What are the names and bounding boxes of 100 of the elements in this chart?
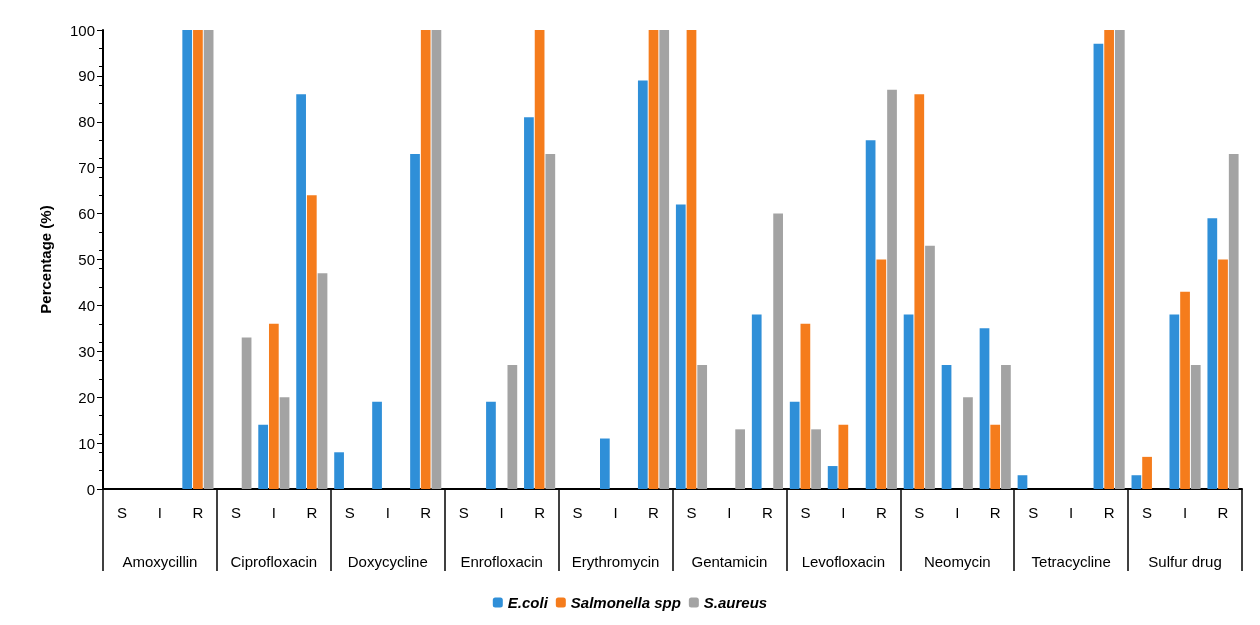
bar [751, 314, 762, 489]
bar [773, 213, 783, 489]
y-tick-label: 50 [78, 251, 95, 268]
y-tick-label: 90 [78, 67, 95, 85]
bar [789, 401, 800, 489]
x-tick-label: I [1182, 504, 1188, 521]
bar [925, 245, 935, 489]
y-tick-label: 30 [78, 342, 95, 360]
x-tick-label: S [1142, 504, 1153, 521]
text: Doxycycline [347, 553, 428, 570]
x-tick-label: S [572, 504, 583, 521]
bar [1114, 30, 1125, 489]
y-tick-label: 80 [78, 113, 95, 131]
bar [1093, 43, 1104, 489]
bar [990, 424, 1001, 489]
bar [410, 153, 420, 489]
bar [1131, 475, 1142, 489]
x-tick-label: S [344, 504, 355, 521]
x-tick-label: I [385, 504, 390, 521]
text: Sulfur drug [1148, 553, 1222, 570]
bar [486, 401, 496, 489]
x-tick-label: R [875, 504, 887, 521]
x-tick-label: I [499, 504, 504, 521]
bar [637, 80, 648, 489]
y-tick-label: 20 [78, 388, 95, 406]
bar [420, 30, 431, 489]
bar [697, 365, 708, 489]
bar [1207, 218, 1218, 489]
x-tick-label: S [458, 504, 469, 521]
text: Levofloxacin [801, 553, 886, 570]
bar [1142, 456, 1152, 489]
x-tick-label: R [648, 504, 660, 521]
x-tick-label: S [914, 504, 925, 521]
bar [258, 424, 269, 489]
bar [306, 195, 317, 489]
y-tick-label: 100 [69, 21, 95, 39]
y-tick-label: 10 [78, 434, 95, 452]
bar [317, 273, 328, 489]
text: Enrofloxacin [460, 553, 543, 570]
bar [241, 337, 252, 489]
bar [599, 438, 610, 489]
bar [1001, 365, 1011, 489]
bar [800, 323, 811, 489]
bar [1180, 291, 1190, 489]
bar [534, 30, 545, 489]
x-tick-label: I [157, 504, 163, 521]
bar [648, 30, 659, 489]
x-tick-label: R [989, 504, 1001, 521]
bar [838, 424, 849, 489]
text: Gentamicin [691, 553, 768, 570]
y-tick-label: 40 [78, 296, 95, 314]
bar [372, 401, 382, 489]
x-tick-label: I [955, 504, 960, 521]
text: Neomycin [923, 553, 991, 570]
bar [1169, 314, 1180, 489]
legend-label: S.aureus [703, 594, 768, 611]
bar [182, 30, 193, 489]
bar [675, 204, 686, 489]
x-tick-label: S [230, 504, 241, 521]
bar [963, 397, 973, 489]
bar [268, 323, 279, 489]
y-tick-label: 0 [86, 480, 95, 498]
bar [1218, 259, 1228, 489]
bar [914, 94, 925, 489]
bar [507, 365, 518, 489]
bar [1017, 475, 1028, 489]
bar [876, 259, 887, 489]
x-tick-label: I [613, 504, 618, 521]
x-tick-label: I [1069, 504, 1074, 521]
bar [431, 30, 442, 489]
bar [887, 89, 897, 489]
bar [735, 429, 746, 489]
y-tick-label: 70 [78, 159, 95, 177]
bar [827, 466, 838, 489]
x-tick-label: I [841, 504, 846, 521]
bar [1190, 365, 1201, 489]
bar [203, 30, 214, 489]
bar [811, 429, 821, 489]
x-tick-label: R [1103, 504, 1115, 521]
x-tick-label: R [534, 504, 546, 521]
bar [193, 30, 203, 489]
text: Tetracycline [1031, 553, 1111, 570]
x-tick-label: R [1217, 504, 1229, 521]
bar [903, 314, 914, 489]
bar [941, 365, 952, 489]
bar [686, 30, 697, 489]
text: Erythromycin [571, 553, 660, 570]
x-tick-label: R [306, 504, 318, 521]
bar [334, 452, 344, 489]
x-tick-label: S [800, 504, 811, 521]
x-tick-label: I [271, 504, 276, 521]
bar [524, 117, 534, 489]
x-tick-label: R [192, 504, 204, 521]
y-tick-label: 60 [78, 205, 95, 223]
bar [1228, 153, 1239, 489]
x-tick-label: R [420, 504, 432, 521]
x-tick-label: S [1028, 504, 1039, 521]
x-tick-label: S [686, 504, 697, 521]
bar [296, 94, 306, 489]
bar [659, 30, 670, 489]
